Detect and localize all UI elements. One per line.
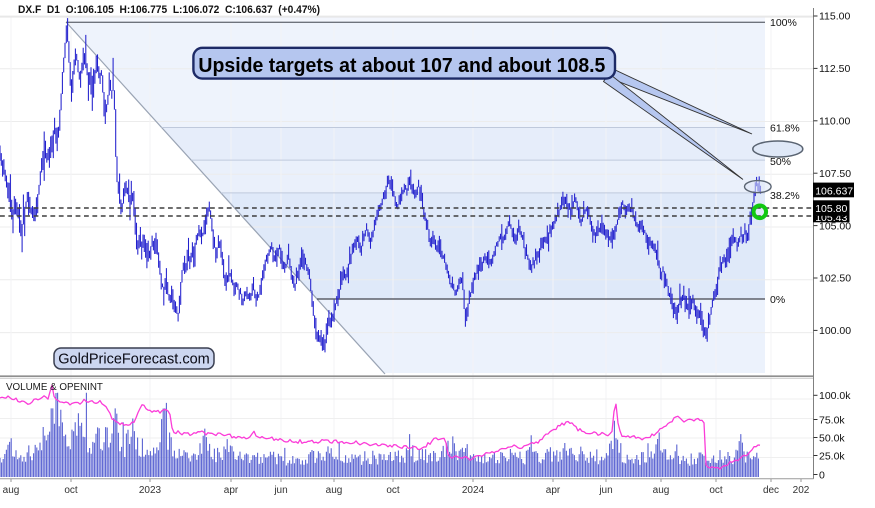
svg-text:oct: oct: [709, 485, 723, 496]
svg-text:100.00: 100.00: [819, 325, 851, 337]
svg-text:112.50: 112.50: [819, 63, 850, 75]
svg-text:202: 202: [793, 485, 810, 496]
svg-text:107.50: 107.50: [819, 168, 851, 180]
svg-text:jun: jun: [598, 485, 612, 496]
svg-text:0: 0: [819, 469, 825, 481]
svg-text:25.0k: 25.0k: [819, 450, 845, 462]
svg-text:100.0k: 100.0k: [819, 390, 851, 402]
svg-text:aug: aug: [3, 485, 20, 496]
svg-text:apr: apr: [546, 485, 561, 496]
svg-text:61.8%: 61.8%: [770, 122, 800, 134]
svg-text:100%: 100%: [770, 17, 797, 29]
svg-text:aug: aug: [653, 485, 670, 496]
svg-text:aug: aug: [326, 485, 343, 496]
svg-text:2024: 2024: [462, 485, 485, 496]
svg-text:Upside targets at about 107 an: Upside targets at about 107 and about 10…: [198, 55, 605, 77]
svg-text:106.637: 106.637: [815, 185, 853, 197]
svg-text:dec: dec: [763, 485, 779, 496]
svg-text:38.2%: 38.2%: [770, 190, 800, 202]
svg-text:jun: jun: [273, 485, 287, 496]
svg-text:0%: 0%: [770, 294, 785, 306]
svg-text:75.0k: 75.0k: [819, 414, 845, 426]
svg-text:GoldPriceForecast.com: GoldPriceForecast.com: [58, 352, 210, 368]
svg-text:102.50: 102.50: [819, 273, 851, 285]
svg-text:50.0k: 50.0k: [819, 432, 845, 444]
svg-text:oct: oct: [386, 485, 400, 496]
svg-text:110.00: 110.00: [819, 116, 850, 128]
svg-text:115.00: 115.00: [819, 11, 850, 23]
svg-text:2023: 2023: [139, 485, 162, 496]
svg-text:oct: oct: [64, 485, 78, 496]
svg-text:105.80: 105.80: [815, 203, 847, 215]
svg-text:apr: apr: [224, 485, 239, 496]
svg-text:DX.F D1 O:106.105 H:106.775: DX.F D1 O:106.105 H:106.775 L:106.072 C:…: [18, 4, 320, 16]
svg-text:VOLUME & OPENINT: VOLUME & OPENINT: [6, 382, 103, 393]
